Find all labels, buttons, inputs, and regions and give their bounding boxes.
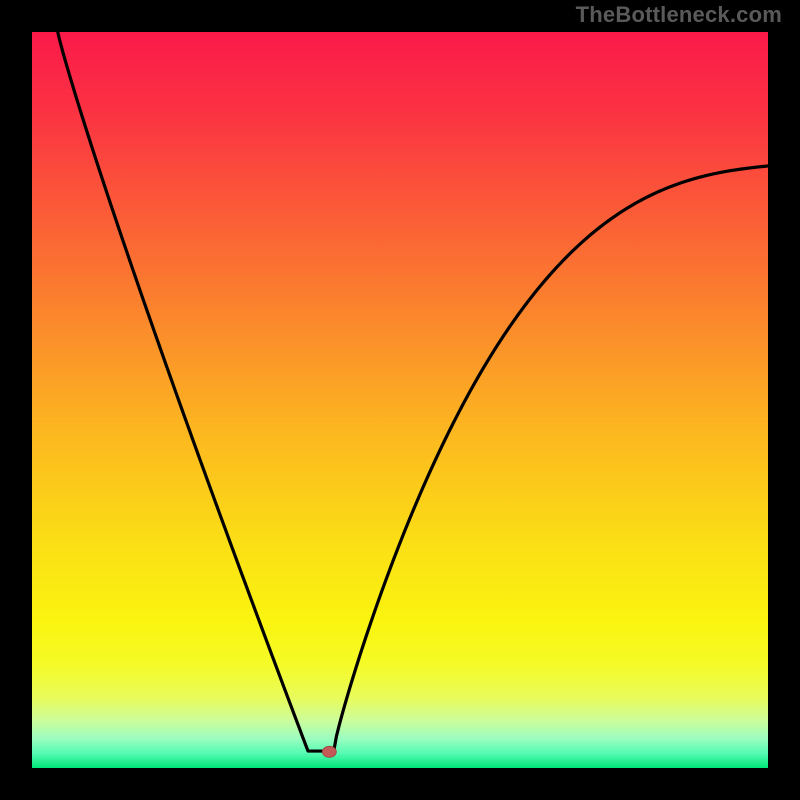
- watermark-text: TheBottleneck.com: [576, 2, 782, 28]
- plot-background: [32, 32, 768, 768]
- optimal-point-marker: [322, 746, 336, 757]
- bottleneck-chart: [0, 0, 800, 800]
- chart-frame: TheBottleneck.com: [0, 0, 800, 800]
